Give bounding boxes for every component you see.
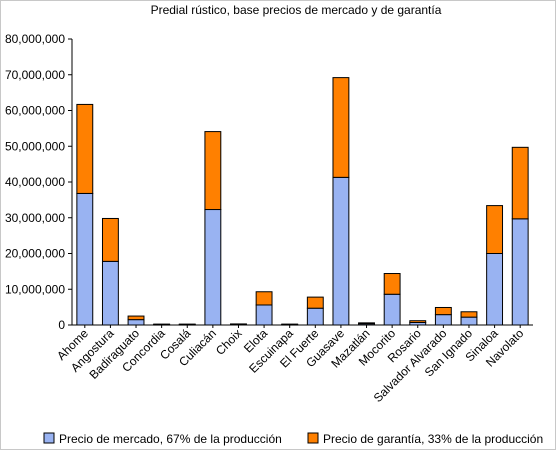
- x-tick-label: Choix: [213, 326, 245, 358]
- legend-label-garantia: Precio de garantía, 33% de la producción: [323, 432, 543, 446]
- bar-garantia-15: [460, 311, 478, 318]
- y-tick-label: 40,000,000: [5, 175, 65, 189]
- bar-garantia-13: [409, 320, 427, 323]
- legend: Precio de mercado, 67% de la producción …: [43, 432, 543, 446]
- bar-garantia-2: [127, 315, 145, 321]
- bar-mercado-0: [76, 192, 94, 326]
- y-tick-label: 50,000,000: [5, 139, 65, 153]
- bar-mercado-15: [460, 316, 478, 326]
- y-tick-label: 10,000,000: [5, 282, 65, 296]
- bar-mercado-2: [127, 319, 145, 326]
- bar-garantia-11: [358, 322, 375, 325]
- bar-mercado-12: [383, 293, 401, 326]
- chart-title: Predial rústico, base precios de mercado…: [151, 3, 442, 17]
- bar-mercado-7: [255, 304, 273, 326]
- bar-garantia-14: [434, 306, 452, 316]
- bar-garantia-10: [332, 77, 350, 178]
- bar-mercado-14: [434, 314, 452, 326]
- x-axis: AhomeAngosturaBadiraguatoConcordiaCosalá…: [54, 324, 533, 405]
- y-tick-label: 70,000,000: [5, 68, 65, 82]
- bar-mercado-1: [101, 260, 119, 326]
- legend-swatch-garantia: [307, 432, 319, 444]
- bars: [76, 77, 529, 326]
- y-tick-label: 80,000,000: [5, 32, 65, 46]
- bar-garantia-1: [101, 217, 119, 262]
- bar-garantia-9: [306, 296, 324, 309]
- bar-garantia-12: [383, 273, 401, 295]
- bar-garantia-17: [511, 146, 529, 220]
- y-tick-label: 20,000,000: [5, 247, 65, 261]
- y-tick-label: 60,000,000: [5, 104, 65, 118]
- bar-garantia-16: [486, 205, 504, 254]
- y-tick-label: 0: [58, 318, 65, 332]
- bar-mercado-17: [511, 218, 529, 326]
- bar-garantia-5: [204, 131, 222, 211]
- y-axis: 0 10,000,000 20,000,000 30,000,000 40,000,00…: [5, 32, 73, 332]
- y-tick-label: 30,000,000: [5, 211, 65, 225]
- bar-garantia-0: [76, 103, 94, 194]
- legend-label-mercado: Precio de mercado, 67% de la producción: [59, 432, 282, 446]
- bar-mercado-10: [332, 176, 350, 326]
- bar-mercado-9: [306, 307, 324, 326]
- bar-mercado-16: [486, 253, 504, 326]
- bar-garantia-7: [255, 291, 273, 306]
- bar-garantia-6: [230, 323, 247, 326]
- legend-swatch-mercado: [43, 432, 55, 444]
- bar-mercado-5: [204, 209, 222, 326]
